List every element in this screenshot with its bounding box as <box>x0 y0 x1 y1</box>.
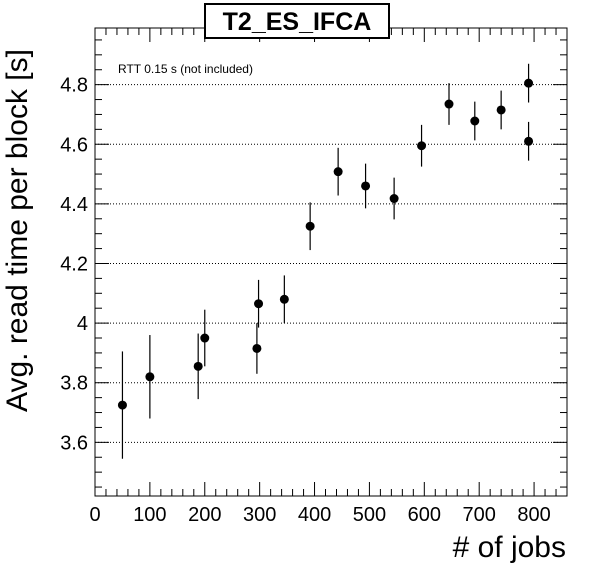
x-tick-label: 200 <box>188 504 221 526</box>
title-box <box>204 3 390 39</box>
x-tick-label: 100 <box>133 504 166 526</box>
data-point <box>200 333 210 343</box>
x-tick-label: 600 <box>408 504 441 526</box>
y-grid <box>95 84 567 443</box>
data-point <box>496 105 506 115</box>
x-tick-label: 700 <box>462 504 495 526</box>
data-point <box>193 361 203 371</box>
axis-ticks <box>94 28 567 496</box>
y-axis-title: Avg. read time per block [s] <box>1 49 34 412</box>
y-tick-label: 4.8 <box>60 75 88 97</box>
y-tick-label: 4 <box>77 313 88 335</box>
rtt-annotation: RTT 0.15 s (not included) <box>118 62 253 76</box>
chart-title: T2_ES_IFCA <box>223 8 372 36</box>
x-tick-label: 0 <box>89 504 100 526</box>
x-tick-label: 500 <box>353 504 386 526</box>
data-point <box>524 78 534 88</box>
data-point <box>305 221 315 231</box>
x-axis-title: # of jobs <box>453 531 566 564</box>
data-point <box>389 194 399 204</box>
data-point <box>444 99 454 109</box>
data-point <box>252 343 262 353</box>
y-tick-label: 4.6 <box>60 134 88 156</box>
data-point <box>333 167 343 177</box>
data-point <box>361 181 371 191</box>
data-point <box>145 372 155 382</box>
data-point <box>524 136 534 146</box>
y-tick-label: 4.4 <box>60 194 88 216</box>
data-point <box>254 299 264 309</box>
tick-labels: 3.6 3.8 4 4.2 4.4 4.6 4.8 0 100 200 300 400 500 600 70… <box>60 75 551 526</box>
data-series <box>117 63 534 459</box>
x-tick-label: 300 <box>243 504 276 526</box>
y-tick-label: 3.8 <box>60 373 88 395</box>
data-point <box>470 116 480 126</box>
data-point <box>417 141 427 151</box>
x-tick-label: 800 <box>517 504 550 526</box>
y-tick-label: 4.2 <box>60 253 88 275</box>
data-point <box>279 294 289 304</box>
data-point <box>117 400 127 410</box>
y-tick-label: 3.6 <box>60 432 88 454</box>
x-tick-label: 400 <box>298 504 331 526</box>
plot-frame <box>94 27 568 497</box>
